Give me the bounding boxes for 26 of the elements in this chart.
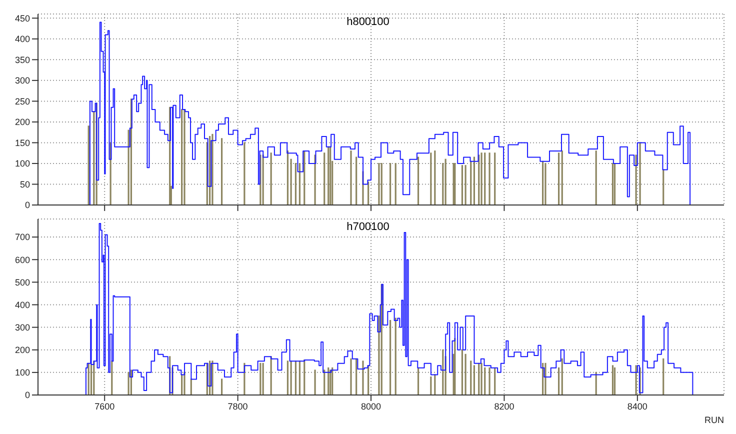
y-tick-label: 200	[14, 117, 30, 128]
x-tick-label: 8400	[627, 401, 648, 412]
y-tick-label: 350	[14, 54, 30, 65]
y-tick-label: 100	[14, 368, 30, 378]
x-tick-label: 7600	[94, 401, 115, 412]
y-tick-label: 0	[24, 390, 30, 400]
y-tick-label: 0	[24, 200, 30, 210]
y-tick-label: 400	[14, 300, 30, 310]
y-tick-label: 400	[14, 34, 30, 44]
chart-title: h700100	[346, 221, 390, 233]
x-tick-label: 8200	[494, 401, 514, 412]
y-tick-label: 100	[14, 158, 30, 169]
chart-title: h800100	[346, 16, 390, 28]
y-tick-label: 600	[14, 254, 30, 265]
y-tick-label: 450	[14, 13, 30, 24]
y-tick-label: 250	[14, 96, 30, 106]
y-tick-label: 300	[14, 322, 30, 333]
x-tick-label: 7800	[228, 401, 248, 412]
x-tick-label: 8000	[360, 401, 382, 412]
y-tick-label: 200	[14, 345, 30, 356]
y-tick-label: 500	[14, 277, 30, 288]
y-tick-label: 300	[14, 76, 30, 86]
x-axis-title: RUN	[704, 415, 724, 425]
y-tick-label: 50	[20, 179, 30, 190]
y-tick-label: 700	[14, 232, 30, 242]
y-tick-label: 150	[14, 138, 30, 148]
